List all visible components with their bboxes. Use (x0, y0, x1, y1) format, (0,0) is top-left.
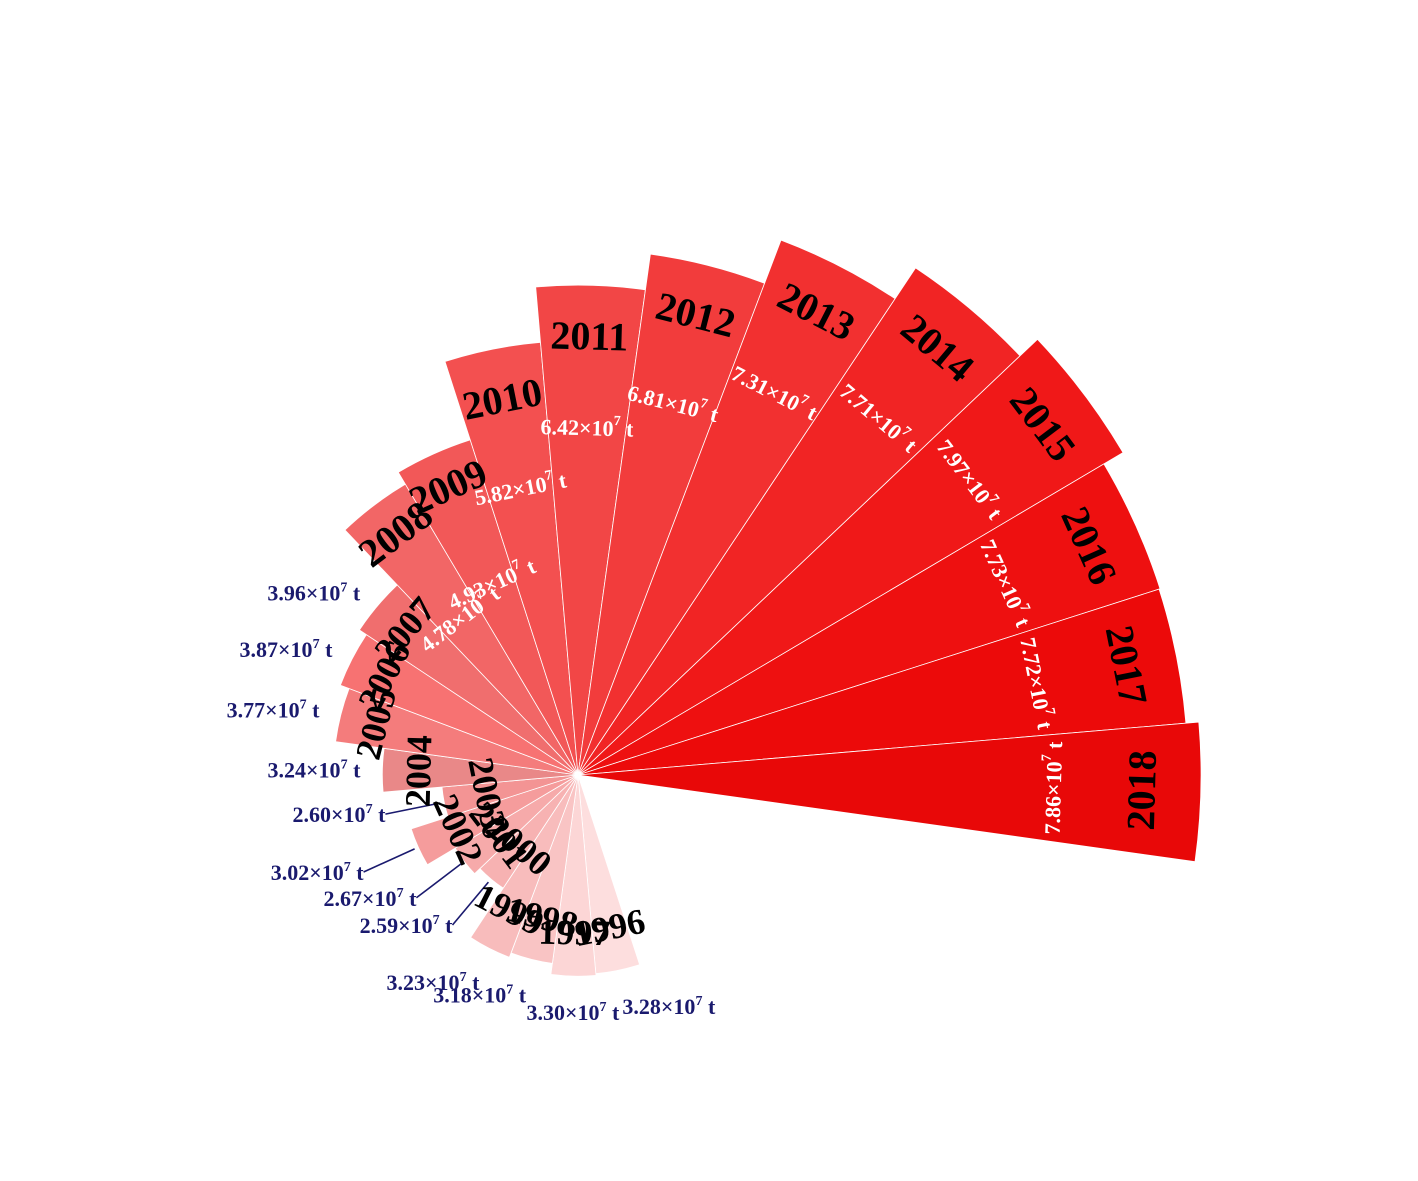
value-label-2001: 2.67×107 t (324, 886, 418, 911)
leader-line-2000 (451, 881, 490, 926)
leader-line-2001 (415, 863, 462, 899)
leader-line-2002 (363, 848, 415, 873)
year-label-2018: 2018 (1118, 750, 1165, 831)
value-label-2004: 3.24×107 t (268, 758, 362, 783)
year-label-2004: 2004 (398, 735, 440, 808)
value-label-2018: 7.86×107 t (1038, 741, 1067, 835)
sector-2002 (410, 774, 579, 866)
value-label-2006: 3.87×107 t (240, 637, 334, 662)
value-label-2002: 3.02×107 t (271, 860, 365, 885)
value-label-2005: 3.77×107 t (227, 697, 321, 722)
value-label-1998: 3.18×107 t (433, 983, 527, 1008)
leader-line-layer (363, 802, 490, 926)
year-label-2011: 2011 (550, 312, 629, 359)
value-label-2011: 6.42×107 t (540, 412, 634, 441)
sector-layer (335, 239, 1202, 977)
sector-1997 (550, 774, 597, 977)
value-label-1999: 3.23×107 t (387, 970, 481, 995)
value-label-2003: 2.60×107 t (293, 802, 387, 827)
sector-2015 (577, 338, 1124, 776)
value-label-1997: 3.30×107 t (526, 1000, 620, 1025)
sector-1999 (470, 774, 579, 958)
leader-line-2003 (385, 802, 441, 815)
sector-2018 (577, 721, 1202, 863)
year-label-1997: 1997 (538, 912, 611, 954)
value-label-2007: 3.96×107 t (267, 580, 361, 605)
sector-2016 (577, 463, 1161, 776)
value-label-2000: 2.59×107 t (360, 913, 454, 938)
value-label-1996: 3.28×107 t (622, 994, 716, 1019)
